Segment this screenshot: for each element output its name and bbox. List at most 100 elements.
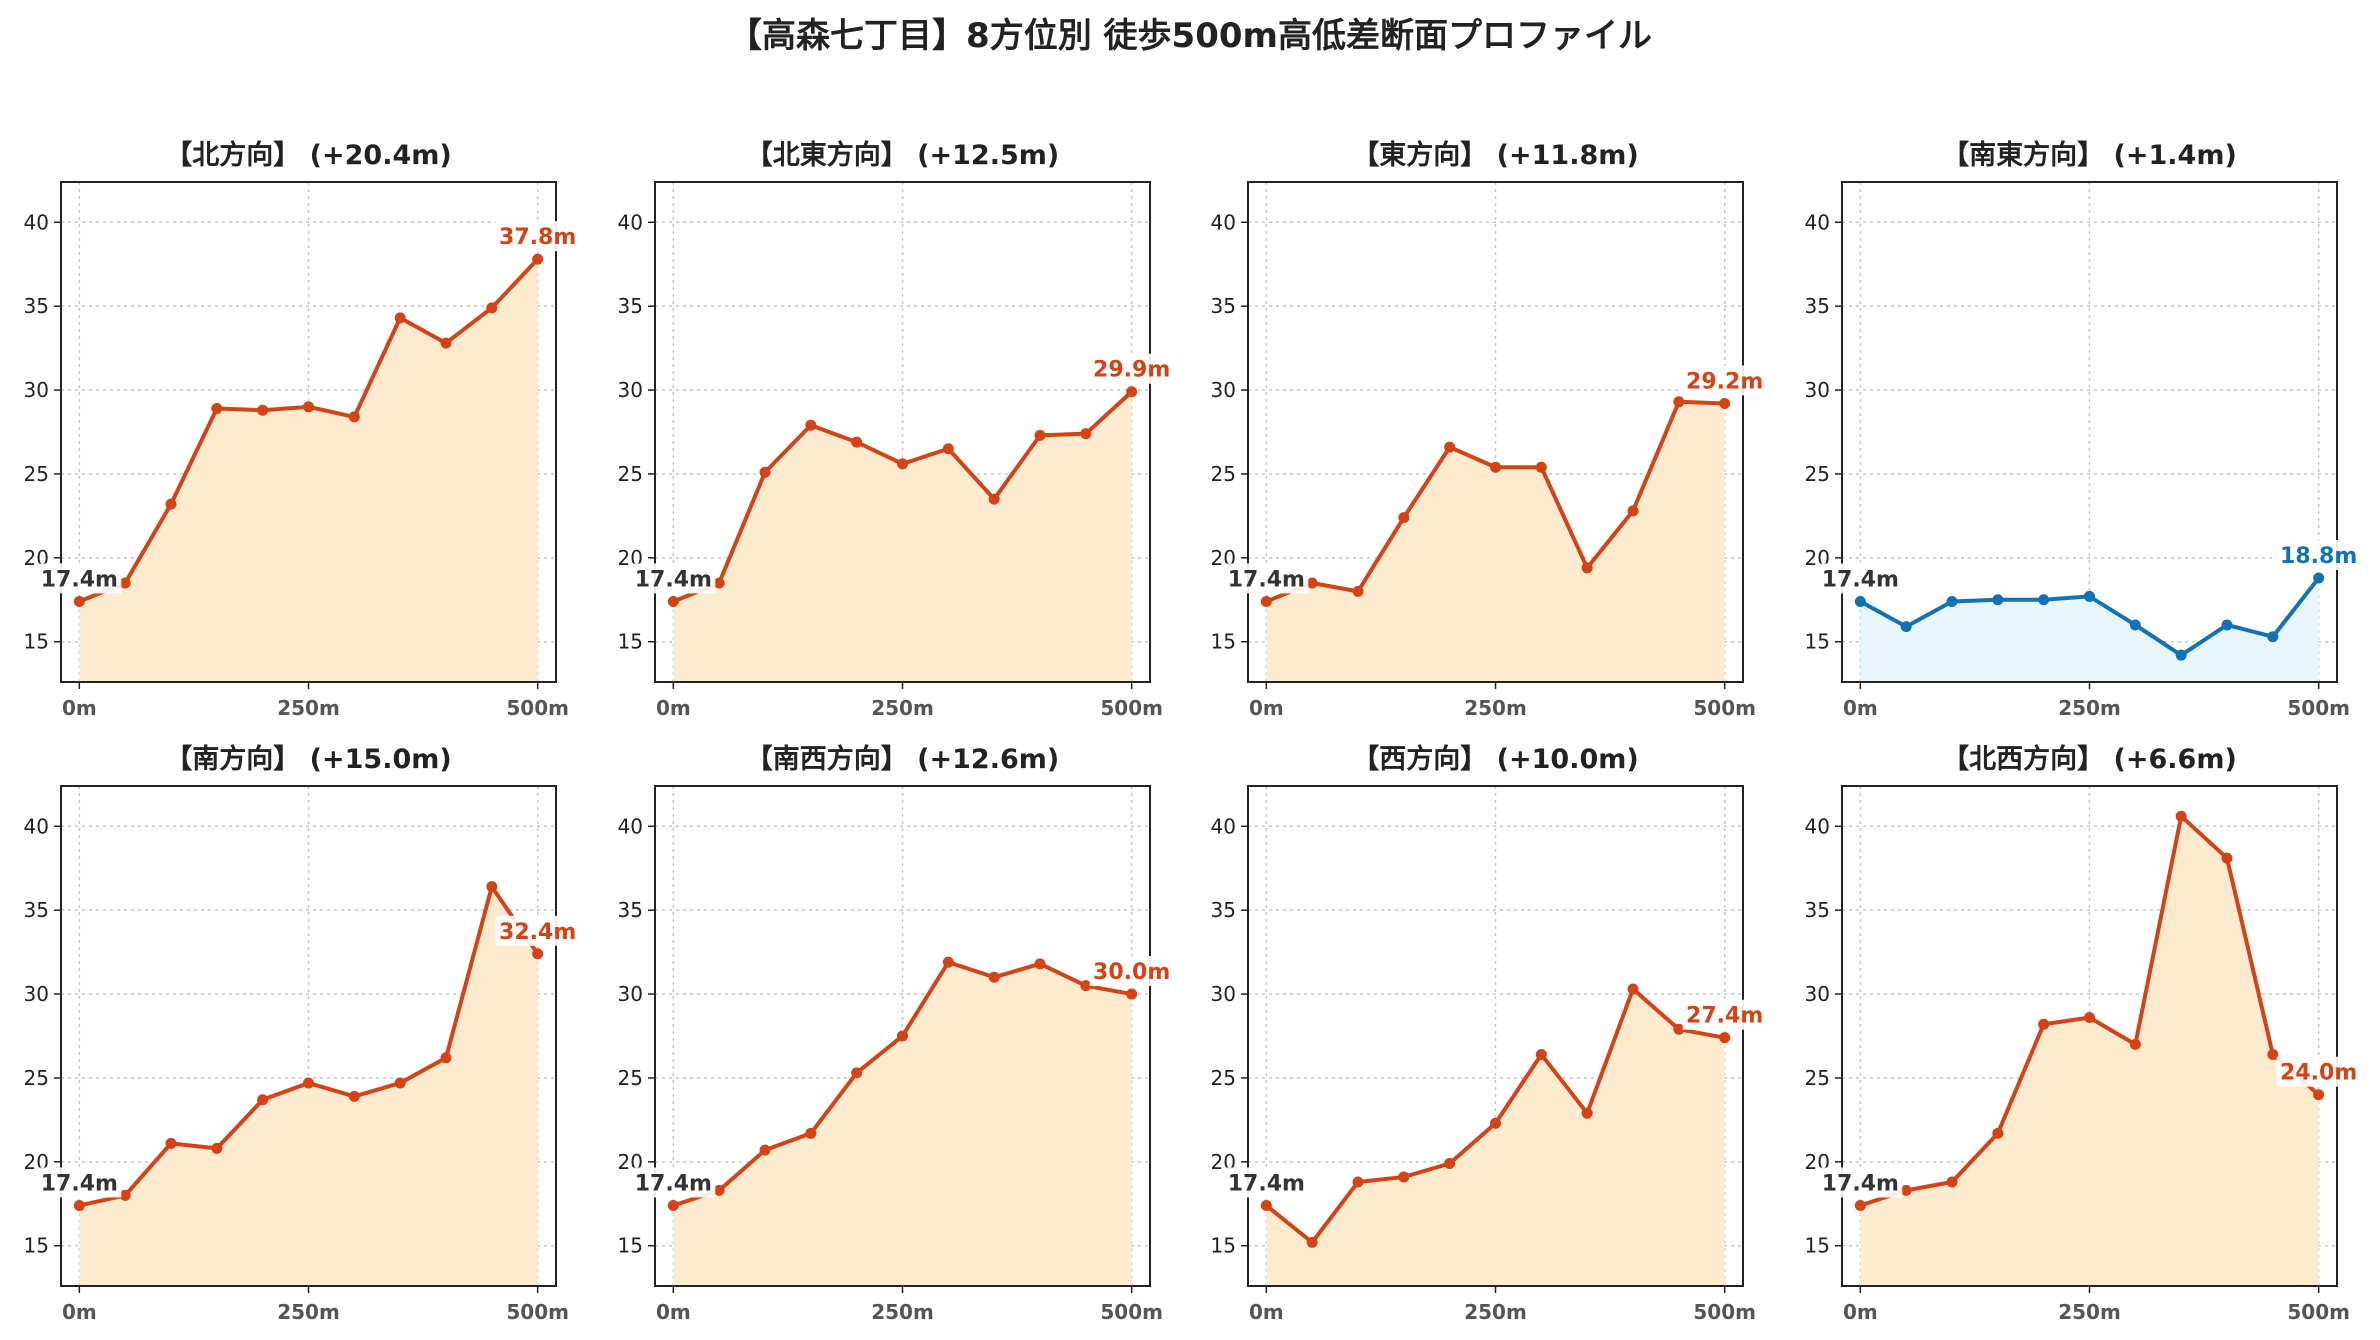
end-label-box <box>1682 365 1767 396</box>
start-label: 17.4m <box>41 1171 118 1196</box>
data-point <box>713 577 725 589</box>
x-tick-label: 0m <box>656 1300 691 1324</box>
data-point <box>1673 396 1685 408</box>
data-point <box>165 498 177 510</box>
subplot-title: 【北東方向】 (+12.5m) <box>746 139 1059 171</box>
data-point <box>851 1067 863 1079</box>
x-tick-label: 0m <box>1249 1300 1284 1324</box>
y-tick-label: 30 <box>1211 378 1236 402</box>
x-tick-label: 250m <box>277 696 340 720</box>
y-tick-label: 25 <box>1805 462 1830 486</box>
data-point <box>73 595 85 607</box>
data-point <box>1627 983 1639 995</box>
y-tick-label: 40 <box>24 814 49 838</box>
y-tick-label: 25 <box>618 1066 643 1090</box>
y-tick-label: 30 <box>618 982 643 1006</box>
y-tick-label: 35 <box>618 294 643 318</box>
y-tick-label: 25 <box>1211 462 1236 486</box>
start-label-box <box>37 1167 122 1198</box>
x-tick-label: 500m <box>506 1300 569 1324</box>
end-label: 30.0m <box>1093 960 1170 985</box>
x-tick-label: 0m <box>656 696 691 720</box>
data-point <box>1946 1176 1958 1188</box>
y-tick-label: 40 <box>1805 210 1830 234</box>
data-point <box>1535 1048 1547 1060</box>
end-label-box <box>1089 353 1174 384</box>
y-tick-label: 35 <box>24 898 49 922</box>
data-point <box>1398 512 1410 524</box>
data-point <box>532 948 544 960</box>
data-point <box>667 1199 679 1211</box>
start-label-box <box>1818 563 1903 594</box>
data-point <box>440 337 452 349</box>
data-point <box>257 1094 269 1106</box>
data-point <box>1581 1107 1593 1119</box>
y-tick-label: 15 <box>618 630 643 654</box>
data-point <box>1581 562 1593 574</box>
end-label-box <box>2276 539 2361 570</box>
data-point <box>942 443 954 455</box>
data-point <box>2313 1089 2325 1101</box>
start-label-box <box>37 563 122 594</box>
data-point <box>1260 595 1272 607</box>
data-point <box>1946 595 1958 607</box>
y-tick-label: 40 <box>1805 814 1830 838</box>
data-point <box>440 1052 452 1064</box>
y-tick-label: 35 <box>1211 294 1236 318</box>
y-tick-label: 40 <box>24 210 49 234</box>
data-point <box>1080 428 1092 440</box>
y-tick-label: 15 <box>1805 1234 1830 1258</box>
data-point <box>2221 852 2233 864</box>
subplot-title: 【西方向】 (+10.0m) <box>1352 743 1638 775</box>
y-tick-label: 30 <box>1211 982 1236 1006</box>
y-tick-label: 35 <box>618 898 643 922</box>
y-tick-label: 40 <box>1211 210 1236 234</box>
subplot-title: 【南方向】 (+15.0m) <box>165 743 451 775</box>
y-tick-label: 40 <box>618 210 643 234</box>
data-point <box>805 419 817 431</box>
x-tick-label: 0m <box>1843 696 1878 720</box>
subplot-title: 【北方向】 (+20.4m) <box>165 139 451 171</box>
start-label-box <box>631 1167 716 1198</box>
area-fill <box>1266 401 1725 682</box>
data-point <box>1535 461 1547 473</box>
y-tick-label: 25 <box>24 1066 49 1090</box>
data-point <box>1900 1184 1912 1196</box>
start-label: 17.4m <box>635 567 712 592</box>
data-point <box>713 1184 725 1196</box>
data-point <box>119 1189 131 1201</box>
data-point <box>1260 1199 1272 1211</box>
data-point <box>211 403 223 415</box>
x-tick-label: 0m <box>62 1300 97 1324</box>
end-label-box <box>495 915 580 946</box>
end-label: 29.9m <box>1093 358 1170 383</box>
data-point <box>1352 1176 1364 1188</box>
data-point <box>486 302 498 314</box>
start-label: 17.4m <box>1228 1171 1305 1196</box>
y-tick-label: 40 <box>618 814 643 838</box>
x-tick-label: 250m <box>871 1300 934 1324</box>
end-label-box <box>1089 956 1174 987</box>
data-point <box>1034 429 1046 441</box>
subplot-title: 【南東方向】 (+1.4m) <box>1942 139 2237 171</box>
x-tick-label: 0m <box>62 696 97 720</box>
data-point <box>348 1090 360 1102</box>
y-tick-label: 30 <box>618 378 643 402</box>
area-fill <box>1860 577 2319 682</box>
y-tick-label: 25 <box>618 462 643 486</box>
data-point <box>119 577 131 589</box>
y-tick-label: 40 <box>1211 814 1236 838</box>
data-point <box>988 971 1000 983</box>
data-point <box>1306 577 1318 589</box>
data-point <box>1034 958 1046 970</box>
data-point <box>394 312 406 324</box>
start-label-box <box>1224 563 1309 594</box>
x-tick-label: 0m <box>1843 1300 1878 1324</box>
